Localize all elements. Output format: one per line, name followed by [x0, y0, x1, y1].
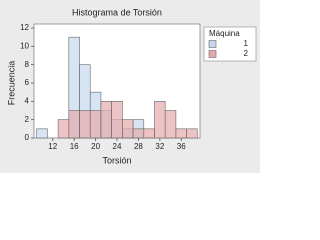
bar [143, 128, 155, 139]
legend-swatch [208, 40, 217, 48]
x-tick-label: 28 [134, 142, 143, 151]
bar [100, 101, 112, 139]
legend-label: 2 [244, 49, 249, 58]
y-tick-label: 12 [20, 23, 29, 32]
bar [68, 110, 80, 139]
bar [36, 128, 48, 139]
y-tick-label: 8 [25, 60, 30, 69]
legend-label: 1 [244, 39, 249, 48]
chart-title: Histograma de Torsión [72, 7, 162, 17]
x-tick-label: 12 [48, 142, 57, 151]
x-axis-label: Torsión [102, 155, 131, 165]
y-axis-label: Frecuencia [6, 61, 16, 106]
chart: Histograma de Torsión Torsión Frecuencia… [0, 0, 260, 173]
y-tick-label: 10 [20, 41, 29, 50]
bar [175, 128, 187, 139]
bar [111, 101, 123, 139]
bar [89, 110, 102, 139]
y-tick-label: 2 [25, 115, 30, 124]
bar [57, 119, 70, 139]
x-tick-label: 24 [113, 142, 122, 151]
bar [164, 110, 177, 139]
legend-swatch [208, 50, 217, 58]
x-tick-label: 20 [91, 142, 100, 151]
x-tick-label: 32 [155, 142, 164, 151]
bar [79, 110, 91, 139]
y-tick-label: 6 [25, 78, 30, 87]
legend-title: Máquina [209, 29, 240, 38]
x-tick-label: 16 [70, 142, 79, 151]
bar [132, 128, 145, 139]
bar [154, 101, 166, 139]
y-tick-label: 0 [25, 133, 30, 142]
bar [122, 119, 134, 139]
x-tick-label: 36 [177, 142, 186, 151]
bar [186, 128, 198, 139]
y-tick-label: 4 [25, 96, 30, 105]
